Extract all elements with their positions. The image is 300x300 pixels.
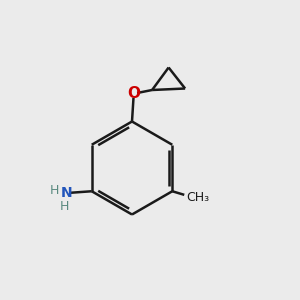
- Text: H: H: [50, 184, 59, 197]
- Text: N: N: [60, 186, 72, 200]
- Text: H: H: [60, 200, 69, 213]
- Text: O: O: [127, 85, 140, 100]
- Text: CH₃: CH₃: [186, 191, 209, 204]
